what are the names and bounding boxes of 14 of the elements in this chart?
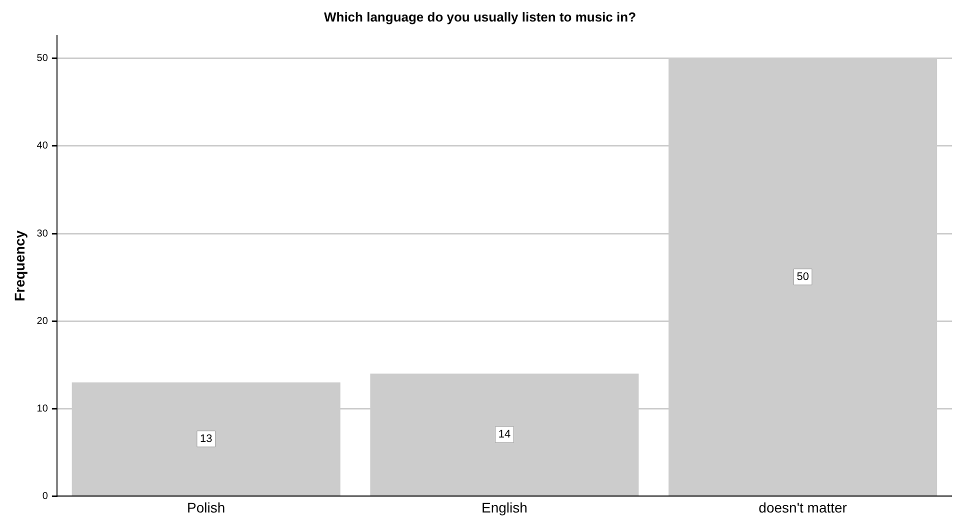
y-tick-label: 10 bbox=[36, 403, 48, 414]
data-label: 13 bbox=[200, 432, 212, 445]
x-tick-label: Polish bbox=[187, 499, 226, 516]
chart-title: Which language do you usually listen to music in? bbox=[324, 9, 636, 24]
x-tick-label: doesn't matter bbox=[758, 499, 848, 516]
x-tick-label: English bbox=[482, 499, 528, 516]
y-tick-label: 30 bbox=[36, 228, 48, 240]
y-axis-title: Frequency bbox=[11, 230, 28, 302]
data-label: 14 bbox=[498, 428, 511, 441]
y-tick-label: 20 bbox=[36, 316, 48, 327]
y-tick-label: 0 bbox=[42, 490, 48, 502]
y-tick-label: 40 bbox=[36, 140, 48, 152]
y-tick-label: 50 bbox=[36, 53, 48, 64]
data-label: 50 bbox=[796, 270, 809, 283]
